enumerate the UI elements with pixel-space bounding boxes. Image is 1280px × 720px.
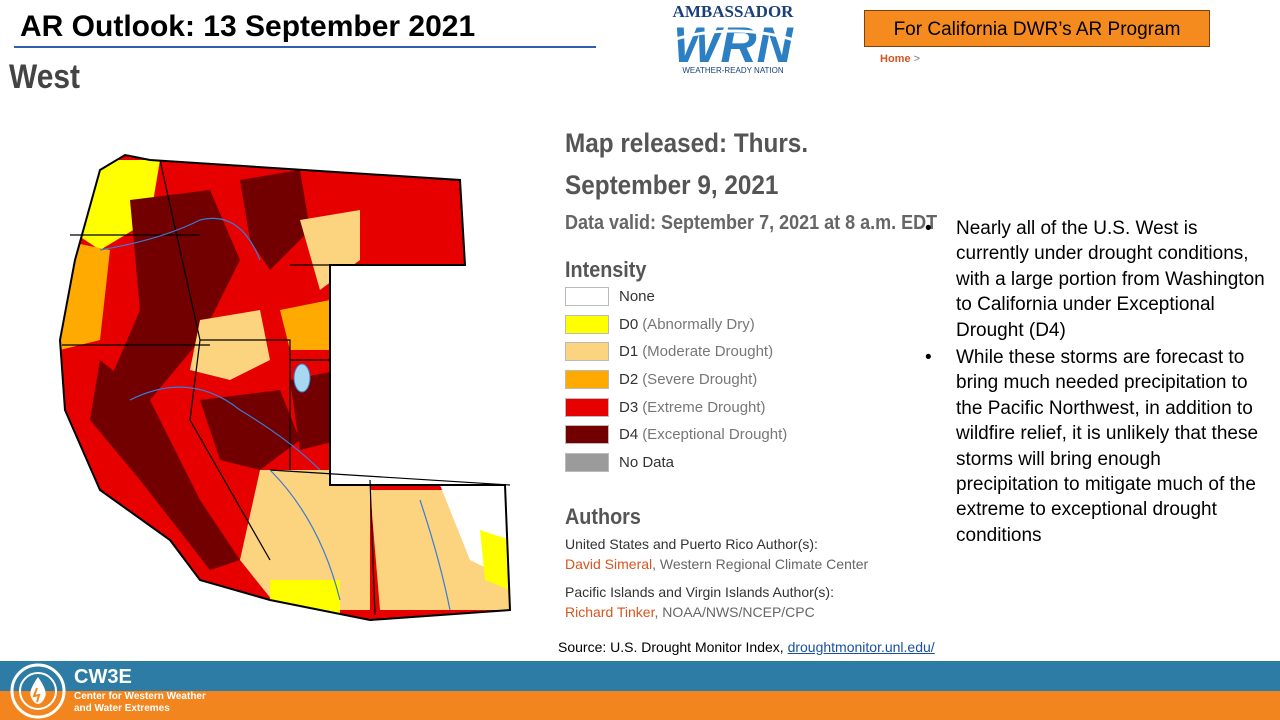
d4-nevada — [200, 390, 300, 470]
slide-title: AR Outlook: 13 September 2021 — [20, 10, 476, 43]
legend-code: D0 — [619, 315, 639, 333]
cw3e-subtitle: Center for Western Weather and Water Ext… — [74, 691, 206, 715]
cw3e-brand: CW3E — [74, 666, 132, 688]
bullet-item: • While these storms are forecast to bri… — [925, 345, 1265, 548]
program-label-box: For California DWR’s AR Program — [864, 10, 1210, 47]
footer-bar: CW3E Center for Western Weather and Wate… — [0, 661, 1280, 720]
bullet-text: Nearly all of the U.S. West is currently… — [956, 218, 1265, 341]
legend-item: No Data — [565, 449, 930, 477]
source-text: Source: U.S. Drought Monitor Index, — [558, 639, 784, 655]
author-name-link[interactable]: David Simeral — [565, 556, 653, 573]
legend-desc: (Extreme Drought) — [642, 398, 766, 416]
footer-blue-band — [0, 661, 1280, 691]
d1-arizona — [240, 470, 370, 610]
legend-desc: (Moderate Drought) — [642, 343, 774, 361]
legend-desc: (Exceptional Drought) — [642, 426, 788, 444]
source-citation: Source: U.S. Drought Monitor Index, drou… — [558, 639, 935, 655]
title-underline — [14, 46, 596, 48]
footer-orange-band — [0, 691, 1280, 720]
map-released-date: Map released: Thurs. September 9, 2021 — [565, 128, 809, 200]
intensity-heading: Intensity — [565, 257, 647, 282]
logo-nation-text: WEATHER-READY NATION — [682, 66, 784, 75]
source-link[interactable]: droughtmonitor.unl.edu/ — [787, 639, 935, 655]
legend-item: D1 (Moderate Drought) — [565, 338, 930, 366]
west-region-outline — [58, 153, 512, 622]
legend-swatch — [565, 397, 609, 417]
d4-pacific-northwest — [110, 190, 240, 440]
bullet-item: • Nearly all of the U.S. West is current… — [925, 216, 1265, 343]
drought-map — [58, 153, 512, 622]
great-salt-lake — [293, 363, 311, 393]
legend-item: D3 (Extreme Drought) — [565, 393, 930, 421]
legend-swatch — [565, 370, 609, 390]
d0-new-mexico-east — [480, 530, 510, 590]
legend-item: D0 (Abnormally Dry) — [565, 311, 930, 339]
author-role: Pacific Islands and Virgin Islands Autho… — [565, 584, 834, 601]
legend-code: D3 — [619, 398, 639, 416]
d4-montana — [240, 170, 310, 270]
legend-desc: (Abnormally Dry) — [642, 315, 755, 333]
author-name-link[interactable]: Richard Tinker — [565, 604, 655, 621]
legend-code: No Data — [619, 453, 675, 471]
intensity-legend: None D0 (Abnormally Dry) D1 (Moderate Dr… — [565, 283, 930, 476]
legend-code: D1 — [619, 343, 639, 361]
legend-swatch — [565, 287, 609, 307]
cw3e-subtitle-line: Center for Western Weather — [74, 691, 206, 702]
author-org: , NOAA/NWS/NCEP/CPC — [654, 604, 815, 621]
d0-arizona-south — [270, 580, 340, 620]
d2-wyoming-west — [280, 300, 330, 350]
d1-idaho — [190, 310, 270, 380]
author-line: David Simeral, Western Regional Climate … — [565, 556, 930, 572]
bullet-dot: • — [925, 218, 932, 239]
logo-wrn-text: WRN — [673, 17, 793, 73]
weather-ready-nation-logo: AMBASSADOR WRN WEATHER-READY NATION — [671, 2, 795, 75]
drought-areas — [60, 155, 510, 620]
legend-swatch — [565, 314, 609, 334]
breadcrumb-separator: > — [913, 53, 921, 65]
cw3e-subtitle-line: and Water Extremes — [74, 703, 170, 714]
author-org: , Western Regional Climate Center — [652, 556, 869, 573]
legend-swatch — [565, 425, 609, 445]
legend-code: None — [619, 288, 655, 306]
legend-item: D2 (Severe Drought) — [565, 366, 930, 394]
authors-heading: Authors — [565, 504, 641, 530]
data-valid-date: Data valid: September 7, 2021 at 8 a.m. … — [565, 212, 938, 234]
bullet-text: While these storms are forecast to bring… — [956, 347, 1259, 546]
bullet-dot: • — [925, 347, 932, 369]
map-info-panel: Map released: Thurs. September 9, 2021 D… — [565, 122, 938, 620]
state-borders — [62, 159, 511, 616]
author-line: Richard Tinker, NOAA/NWS/NCEP/CPC — [565, 604, 930, 620]
summary-bullets: • Nearly all of the U.S. West is current… — [925, 216, 1265, 550]
legend-code: D4 — [619, 426, 639, 444]
d4-california — [90, 360, 240, 570]
breadcrumb[interactable]: Home > — [880, 53, 920, 65]
cw3e-drop-icon — [10, 663, 66, 719]
logo-ambassador-text: AMBASSADOR — [673, 2, 795, 21]
legend-swatch — [565, 452, 609, 472]
author-role: United States and Puerto Rico Author(s): — [565, 536, 818, 553]
breadcrumb-home-link[interactable]: Home — [880, 53, 911, 65]
legend-item: D4 (Exceptional Drought) — [565, 421, 930, 449]
legend-desc: (Severe Drought) — [642, 371, 758, 389]
legend-swatch — [565, 342, 609, 362]
rivers — [99, 217, 451, 611]
region-heading: West — [9, 58, 80, 96]
legend-code: D2 — [619, 371, 639, 389]
legend-item: None — [565, 283, 930, 311]
